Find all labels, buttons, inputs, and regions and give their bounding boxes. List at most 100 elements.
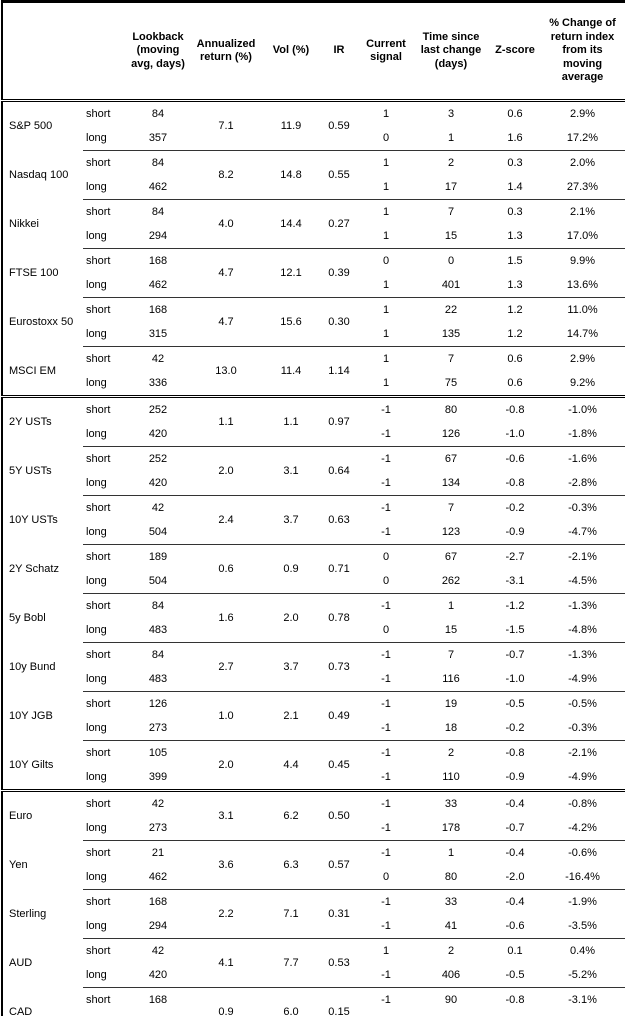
table-row: Nikkei short 84 4.0 14.4 0.27 1 7 0.3 2.1% bbox=[2, 199, 625, 249]
cell-change: 2.9% bbox=[539, 346, 625, 371]
cell-signal: -1 bbox=[361, 446, 411, 471]
cell-change: 9.2% bbox=[569, 377, 596, 389]
cell-leg: short bbox=[86, 108, 111, 120]
cell-time_since: 1 bbox=[411, 840, 491, 865]
cell-leg: short bbox=[83, 495, 129, 520]
cell-ann_return: 4.7 bbox=[187, 297, 265, 347]
cell-lookback: 126 bbox=[129, 691, 187, 716]
cell-change: -1.9% bbox=[539, 889, 625, 914]
cell-leg: long bbox=[86, 230, 107, 242]
cell-asset-name: 10Y JGB bbox=[9, 710, 53, 722]
cell-lookback: 84 bbox=[129, 199, 187, 224]
cell-lookback: 504 bbox=[148, 526, 168, 538]
cell-leg: long bbox=[86, 722, 107, 734]
cell-vol: 2.1 bbox=[265, 691, 317, 741]
cell-signal: -1 bbox=[381, 477, 391, 489]
cell-ir: 1.14 bbox=[317, 346, 361, 397]
cell-ir: 0.15 bbox=[317, 987, 361, 1016]
cell-signal: 0 bbox=[382, 132, 390, 144]
cell-vol: 3.7 bbox=[265, 495, 317, 545]
table-row: 5y Bobl short 84 1.6 2.0 0.78 -1 1 -1.2 -1.3% bbox=[2, 593, 625, 643]
cell-signal: -1 bbox=[381, 404, 391, 416]
column-header-time_since: Time since last change (days) bbox=[420, 30, 482, 70]
cell-time_since: 2 bbox=[411, 150, 491, 175]
cell-leg: long bbox=[86, 328, 107, 340]
cell-lookback: 420 bbox=[148, 477, 168, 489]
cell-zscore: 0.6 bbox=[491, 346, 539, 371]
cell-time_since: 116 bbox=[442, 673, 460, 685]
cell-zscore: -0.2 bbox=[505, 722, 525, 734]
cell-zscore: -0.4 bbox=[491, 840, 539, 865]
cell-change: -1.8% bbox=[568, 428, 597, 440]
cell-ann_return: 1.6 bbox=[187, 593, 265, 643]
cell-signal: -1 bbox=[381, 920, 391, 932]
cell-lookback: 294 bbox=[148, 230, 168, 242]
cell-lookback: 168 bbox=[129, 987, 187, 1012]
cell-time_since: 67 bbox=[411, 446, 491, 471]
cell-signal: 1 bbox=[361, 297, 411, 322]
cell-time_since: 1 bbox=[447, 132, 455, 144]
cell-leg: short bbox=[83, 987, 129, 1012]
cell-vol: 11.4 bbox=[265, 346, 317, 397]
cell-change: 17.2% bbox=[566, 132, 599, 144]
cell-change: -2.1% bbox=[539, 740, 625, 765]
cell-change: 2.0% bbox=[539, 150, 625, 175]
cell-ann_return: 1.1 bbox=[218, 416, 234, 428]
cell-asset-name: 5Y USTs bbox=[9, 465, 52, 477]
cell-zscore: 1.4 bbox=[507, 181, 523, 193]
cell-ann_return: 3.6 bbox=[187, 840, 265, 890]
cell-time_since: 41 bbox=[444, 920, 458, 932]
cell-time_since: 2 bbox=[411, 938, 491, 963]
table-row: 2Y Schatz short 189 0.6 0.9 0.71 0 67 -2.7 -2.1% bbox=[2, 544, 625, 594]
cell-leg: long bbox=[86, 624, 107, 636]
cell-ann_return: 0.9 bbox=[187, 987, 265, 1016]
cell-leg: long bbox=[86, 969, 107, 981]
cell-ann_return: 2.0 bbox=[187, 446, 265, 496]
cell-time_since: 33 bbox=[411, 889, 491, 914]
cell-change: -1.3% bbox=[539, 593, 625, 618]
cell-signal: -1 bbox=[361, 987, 411, 1012]
table-row: 10y Bund short 84 2.7 3.7 0.73 -1 7 -0.7 -1.3% bbox=[2, 642, 625, 692]
column-header-lookback: Lookback (moving avg, days) bbox=[131, 30, 185, 70]
cell-vol: 3.7 bbox=[265, 642, 317, 692]
cell-time_since: 7 bbox=[411, 495, 491, 520]
cell-change: 17.0% bbox=[566, 230, 599, 242]
cell-signal: 1 bbox=[382, 279, 390, 291]
cell-asset-name: 10Y USTs bbox=[9, 514, 58, 526]
column-header-leg bbox=[83, 2, 129, 101]
cell-ann_return: 4.0 bbox=[187, 199, 265, 249]
cell-lookback: 483 bbox=[148, 624, 168, 636]
table-row: Eurostoxx 50 short 168 4.7 15.6 0.30 1 22 1.2 11.… bbox=[2, 297, 625, 347]
cell-ann_return: 4.7 bbox=[187, 248, 265, 298]
cell-change: 2.9% bbox=[569, 108, 596, 120]
cell-signal: -1 bbox=[361, 642, 411, 667]
cell-signal: -1 bbox=[381, 428, 391, 440]
table-row: CAD short 168 0.9 6.0 0.15 -1 90 -0.8 -3.1% bbox=[2, 987, 625, 1016]
cell-change: -0.5% bbox=[539, 691, 625, 716]
cell-zscore: 1.5 bbox=[491, 248, 539, 273]
cell-asset-name: CAD bbox=[9, 1005, 33, 1016]
section-equities: S&P 500 short 84 7.1 11.9 0.59 1 3 0.6 2.9% long 35… bbox=[2, 100, 625, 397]
cell-asset-name: FTSE 100 bbox=[9, 267, 59, 279]
table-row: 5Y USTs short 252 2.0 3.1 0.64 -1 67 -0.6 -1.6% bbox=[2, 446, 625, 496]
cell-lookback: 42 bbox=[129, 938, 187, 963]
table-row: long 462 1 401 1.3 13.6% bbox=[2, 273, 625, 298]
cell-signal: -1 bbox=[381, 822, 391, 834]
cell-change: 11.0% bbox=[539, 297, 625, 322]
table-row: 10Y Gilts short 105 2.0 4.4 0.45 -1 2 -0.8 -2.1% bbox=[2, 740, 625, 791]
cell-lookback: 462 bbox=[148, 279, 168, 291]
cell-time_since: 123 bbox=[441, 526, 461, 538]
table-row: long 420 -1 406 -0.5 -5.2% bbox=[2, 963, 625, 988]
cell-signal: 1 bbox=[361, 199, 411, 224]
cell-time_since: 22 bbox=[411, 297, 491, 322]
cell-change: -4.2% bbox=[568, 822, 597, 834]
cell-time_since: 401 bbox=[441, 279, 461, 291]
column-header-vol: Vol (%) bbox=[272, 44, 310, 57]
table-row: 10Y USTs short 42 2.4 3.7 0.63 -1 7 -0.2 -0.3% bbox=[2, 495, 625, 545]
section-bonds: 2Y USTs short 252 1.1 1.1 0.97 -1 80 -0.8 -1.0% lo… bbox=[2, 396, 625, 791]
table-row: long 504 -1 123 -0.9 -4.7% bbox=[2, 520, 625, 545]
cell-ir: 0.71 bbox=[317, 544, 361, 594]
table-row: FTSE 100 short 168 4.7 12.1 0.39 0 0 1.5 9.9% bbox=[2, 248, 625, 298]
cell-lookback: 84 bbox=[129, 150, 187, 175]
cell-leg: short bbox=[83, 248, 129, 273]
